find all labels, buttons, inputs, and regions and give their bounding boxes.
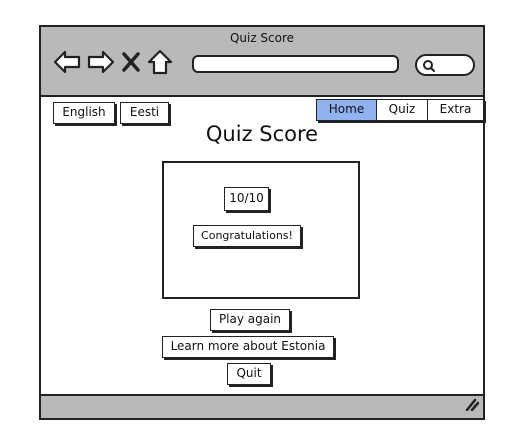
status-bar <box>41 394 483 418</box>
browser-titlebar: Quiz Score <box>41 27 483 97</box>
back-arrow-icon[interactable] <box>53 49 81 75</box>
browser-window: Quiz Score <box>39 25 485 420</box>
nav-tabs: Home Quiz Extra <box>316 99 484 121</box>
forward-arrow-icon[interactable] <box>87 49 115 75</box>
window-title: Quiz Score <box>229 31 295 45</box>
learn-more-button[interactable]: Learn more about Estonia <box>162 336 334 358</box>
score-label: 10/10 <box>224 187 269 211</box>
search-field[interactable] <box>415 54 475 76</box>
home-icon[interactable] <box>147 49 173 75</box>
tab-extra[interactable]: Extra <box>428 100 483 120</box>
quit-button[interactable]: Quit <box>227 363 271 385</box>
tab-quiz[interactable]: Quiz <box>377 100 428 120</box>
close-x-icon[interactable] <box>121 51 141 73</box>
tab-home[interactable]: Home <box>317 100 377 120</box>
estonian-language-button[interactable]: Eesti <box>120 102 169 124</box>
resize-grip-icon[interactable] <box>463 396 480 415</box>
english-language-button[interactable]: English <box>53 102 115 124</box>
page-title: Quiz Score <box>205 122 319 146</box>
congratulations-label: Congratulations! <box>193 225 301 247</box>
nav-icons <box>53 49 173 75</box>
play-again-button[interactable]: Play again <box>210 309 290 331</box>
address-bar[interactable] <box>192 55 399 73</box>
